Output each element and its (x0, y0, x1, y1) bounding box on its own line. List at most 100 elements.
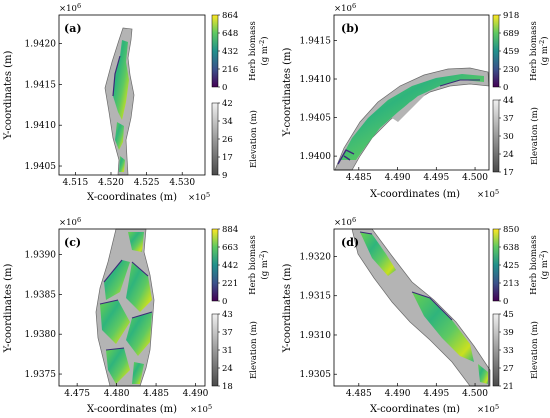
elevation-colorbar-label: Elevation (m) (529, 107, 540, 165)
y-tick-label: 1.9315 (300, 292, 332, 302)
biomass-colorbar-tick-label: 864 (222, 11, 238, 21)
y-exponent: ×106 (59, 216, 81, 228)
elevation-colorbar-tick-label: 45 (503, 310, 514, 320)
map-area (104, 27, 135, 176)
y-exponent: ×106 (334, 216, 356, 228)
y-tick-label: 1.9405 (25, 162, 57, 172)
biomass-colorbar-tick-label: 918 (503, 11, 519, 21)
elevation-colorbar-tick-label: 24 (503, 150, 514, 160)
low-biomass-edge (337, 149, 355, 165)
axes-frame (333, 14, 490, 171)
y-tick-label: 1.9415 (300, 36, 332, 46)
y-tick-label: 1.9415 (25, 80, 57, 90)
x-tick-label: 4.530 (169, 178, 195, 188)
axes-frame (58, 14, 206, 176)
herb-biomass-patch (132, 362, 144, 384)
biomass-colorbar-ticks: 918 689 459 230 0 (499, 11, 519, 93)
elevation-colorbar-ticks: 44 37 30 24 17 (499, 96, 514, 178)
x-tick-label: 4.490 (385, 389, 411, 399)
x-tick-label: 4.480 (104, 389, 130, 399)
y-axis-ticks: 1.9420 1.9415 1.9410 1.9405 (25, 40, 62, 172)
biomass-colorbar-tick-label: 0 (503, 83, 508, 93)
biomass-colorbar-tick-label: 884 (222, 225, 238, 235)
y-tick-label: 1.9420 (25, 40, 57, 50)
x-tick-label: 4.475 (64, 389, 90, 399)
low-biomass-edge (112, 55, 121, 97)
biomass-colorbar-unit: (g m-2) (538, 36, 550, 65)
biomass-colorbar-tick-label: 213 (503, 279, 519, 289)
elevation-colorbar-label: Elevation (m) (529, 321, 540, 379)
x-exponent: ×105 (190, 403, 212, 415)
panel-label: (a) (64, 22, 82, 35)
biomass-colorbar-gradient (492, 228, 500, 302)
biomass-colorbar-tick-label: 0 (222, 297, 227, 307)
map-area (351, 228, 491, 387)
biomass-colorbar-ticks: 850 638 425 213 0 (499, 225, 519, 307)
panel-label: (b) (341, 22, 359, 35)
biomass-colorbar-unit: (g m-2) (258, 250, 270, 279)
y-tick-label: 1.9380 (25, 330, 57, 340)
elevation-colorbar-tick-label: 9 (222, 171, 227, 181)
y-axis-ticks: 1.9390 1.9385 1.9380 1.9375 (25, 251, 62, 380)
x-tick-label: 4.485 (346, 173, 372, 183)
elevation-colorbar-tick-label: 17 (222, 153, 233, 163)
elevation-colorbar-ticks: 45 39 33 27 21 (499, 310, 514, 392)
low-biomass-edge (99, 259, 153, 351)
y-tick-label: 1.9310 (300, 331, 332, 341)
bare-gap (392, 94, 426, 122)
elevation-colorbar-gradient (492, 313, 500, 387)
herb-biomass-patch (106, 348, 130, 384)
map-area (95, 228, 155, 387)
herb-biomass-patch (360, 232, 396, 276)
y-exponent: ×106 (334, 2, 356, 14)
biomass-colorbar-tick-label: 648 (222, 29, 238, 39)
panel-b: (b) 4.485 4.490 4.495 4.500 1.94151.94101.9… (282, 2, 550, 200)
x-axis-label: X-coordinates (m) (87, 192, 177, 203)
x-tick-label: 4.490 (385, 173, 411, 183)
herb-biomass-patch (113, 40, 129, 120)
herb-biomass-patch (104, 260, 130, 300)
low-biomass-edge (439, 79, 480, 87)
biomass-colorbar-gradient (211, 14, 219, 88)
biomass-colorbar: 884 663 442 221 0 Herb biomass (g m-2) (211, 225, 270, 307)
elevation-colorbar: 43 37 31 24 18 Elevation (m) (211, 310, 259, 392)
y-tick-label: 1.9410 (25, 121, 57, 131)
x-tick-label: 4.515 (62, 178, 88, 188)
x-exponent: ×105 (477, 188, 499, 200)
x-axis-ticks: 4.485 4.490 4.495 4.500 (346, 167, 488, 183)
herb-biomass-patch (128, 232, 144, 252)
biomass-colorbar-tick-label: 432 (222, 47, 238, 57)
elevation-colorbar-tick-label: 26 (222, 135, 233, 145)
x-axis-label: X-coordinates (m) (370, 189, 460, 200)
x-exponent: ×105 (188, 191, 210, 203)
x-axis-ticks: 4.485 4.490 4.495 4.500 (346, 383, 488, 399)
elevation-colorbar-ticks: 42 34 26 17 9 (218, 99, 233, 181)
y-tick-label: 1.9410 (300, 75, 332, 85)
biomass-colorbar-tick-label: 425 (503, 261, 519, 271)
elevation-colorbar: 45 39 33 27 21 Elevation (m) (492, 310, 540, 392)
x-tick-label: 4.485 (346, 389, 372, 399)
x-axis-label: X-coordinates (m) (370, 404, 460, 415)
x-axis-ticks: 4.515 4.520 4.525 4.530 (62, 172, 195, 188)
y-tick-label: 1.9390 (25, 251, 57, 261)
elevation-colorbar-tick-label: 37 (503, 114, 514, 124)
elevation-colorbar-tick-label: 31 (222, 346, 233, 356)
axes-frame (58, 228, 206, 387)
elevation-colorbar-tick-label: 18 (222, 382, 233, 392)
y-tick-label: 1.9375 (25, 370, 57, 380)
panel-label: (d) (341, 236, 359, 249)
elevation-colorbar-tick-label: 24 (222, 364, 233, 374)
biomass-colorbar-tick-label: 459 (503, 47, 519, 57)
biomass-colorbar-tick-label: 689 (503, 29, 519, 39)
panel-c: (c) 4.475 4.480 4.485 4.490 1.93901.93851.9… (3, 216, 270, 415)
x-tick-label: 4.495 (423, 173, 449, 183)
low-biomass-edge (359, 231, 453, 321)
biomass-colorbar-ticks: 864 648 432 216 0 (218, 11, 238, 93)
y-axis-label: Y-coordinates (m) (3, 263, 14, 353)
y-tick-label: 1.9320 (300, 252, 332, 262)
elevation-colorbar-tick-label: 39 (503, 328, 514, 338)
elevation-colorbar: 44 37 30 24 17 Elevation (m) (492, 96, 540, 178)
elevation-colorbar-tick-label: 43 (222, 310, 233, 320)
elevation-colorbar-tick-label: 34 (222, 117, 233, 127)
biomass-colorbar-tick-label: 0 (503, 297, 508, 307)
